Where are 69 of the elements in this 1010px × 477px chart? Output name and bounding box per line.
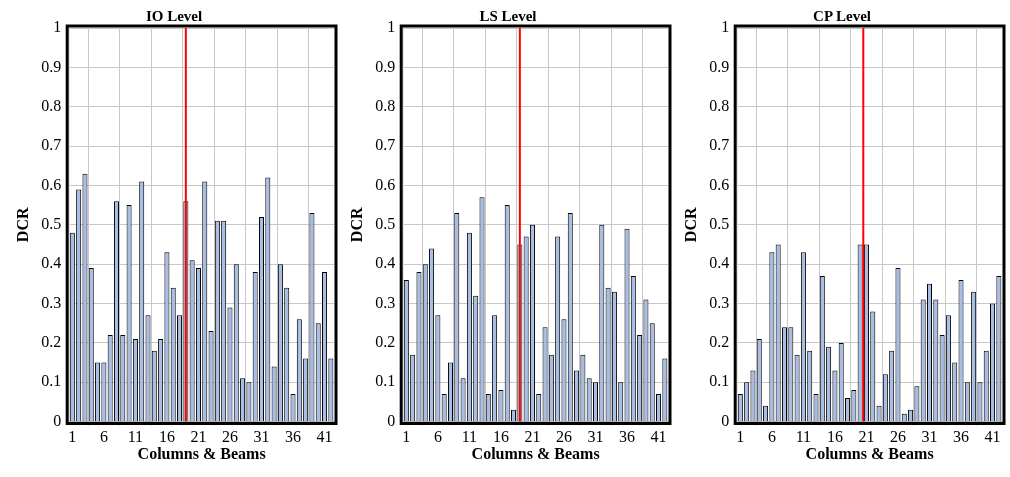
x-tick-label: 11 bbox=[795, 428, 812, 446]
y-tick-label: 0.1 bbox=[375, 372, 396, 390]
y-tick-label: 0.7 bbox=[41, 136, 62, 154]
y-tick-label: 0.5 bbox=[375, 215, 396, 232]
y-tick-label: 0.7 bbox=[709, 136, 730, 154]
y-tick-label: 0.1 bbox=[709, 372, 730, 390]
x-tick-label: 1 bbox=[68, 428, 77, 446]
y-axis-title: DCR bbox=[347, 207, 365, 243]
x-tick-label: 31 bbox=[253, 428, 270, 446]
x-tick-label: 41 bbox=[650, 428, 667, 446]
x-tick-label: 26 bbox=[889, 428, 906, 446]
x-tick-label: 21 bbox=[524, 428, 541, 446]
x-tick-label: 6 bbox=[767, 428, 776, 446]
x-tick-label: 41 bbox=[984, 428, 1001, 446]
y-tick-label: 0.9 bbox=[375, 57, 396, 75]
x-tick-label: 6 bbox=[99, 428, 108, 446]
x-axis-title: Columns & Beams bbox=[805, 444, 934, 462]
chart-title: IO Level bbox=[145, 7, 203, 24]
y-tick-label: 0 bbox=[387, 411, 396, 429]
x-tick-label: 21 bbox=[858, 428, 875, 446]
chart-title: LS Level bbox=[479, 7, 537, 24]
y-tick-label: 0.2 bbox=[709, 333, 730, 351]
x-axis-title: Columns & Beams bbox=[471, 444, 600, 462]
x-tick-label: 11 bbox=[461, 428, 478, 446]
y-tick-label: 0.8 bbox=[375, 96, 396, 114]
x-tick-label: 21 bbox=[190, 428, 207, 446]
y-tick-label: 0.4 bbox=[375, 254, 396, 272]
y-axis-title: DCR bbox=[681, 207, 699, 243]
y-tick-label: 0 bbox=[721, 411, 730, 429]
x-tick-label: 36 bbox=[953, 428, 970, 446]
x-tick-label: 31 bbox=[921, 428, 938, 446]
x-tick-label: 16 bbox=[492, 428, 509, 446]
x-tick-label: 16 bbox=[158, 428, 175, 446]
x-tick-label: 1 bbox=[736, 428, 745, 446]
y-tick-label: 1 bbox=[387, 18, 396, 36]
y-tick-label: 0.6 bbox=[41, 175, 62, 193]
chart-title: CP Level bbox=[813, 7, 871, 24]
y-tick-label: 0.6 bbox=[375, 175, 396, 193]
x-axis-title: Columns & Beams bbox=[137, 444, 266, 462]
y-tick-label: 0.9 bbox=[41, 57, 62, 75]
y-axis-title: DCR bbox=[13, 207, 31, 243]
x-tick-label: 31 bbox=[587, 428, 604, 446]
y-tick-label: 0.9 bbox=[709, 57, 730, 75]
y-tick-label: 0.5 bbox=[709, 215, 730, 232]
y-tick-label: 0 bbox=[53, 411, 62, 429]
y-tick-label: 0.2 bbox=[41, 333, 62, 351]
y-tick-label: 0.7 bbox=[375, 136, 396, 154]
x-tick-label: 11 bbox=[127, 428, 144, 446]
y-tick-label: 0.4 bbox=[41, 254, 62, 272]
y-tick-label: 1 bbox=[721, 18, 730, 36]
x-tick-label: 26 bbox=[221, 428, 238, 446]
y-tick-label: 1 bbox=[53, 18, 62, 36]
x-tick-label: 26 bbox=[555, 428, 572, 446]
x-tick-label: 16 bbox=[826, 428, 843, 446]
y-tick-label: 0.1 bbox=[41, 372, 62, 390]
x-tick-label: 36 bbox=[285, 428, 302, 446]
x-tick-label: 1 bbox=[402, 428, 411, 446]
y-tick-label: 0.4 bbox=[709, 254, 730, 272]
x-tick-label: 41 bbox=[316, 428, 333, 446]
y-tick-label: 0.3 bbox=[41, 293, 62, 311]
y-tick-label: 0.3 bbox=[709, 293, 730, 311]
y-tick-label: 0.6 bbox=[709, 175, 730, 193]
y-tick-label: 0.5 bbox=[41, 215, 62, 232]
x-tick-label: 6 bbox=[433, 428, 442, 446]
x-tick-label: 36 bbox=[619, 428, 636, 446]
y-tick-label: 0.8 bbox=[41, 96, 62, 114]
y-tick-label: 0.2 bbox=[375, 333, 396, 351]
y-tick-label: 0.8 bbox=[709, 96, 730, 114]
y-tick-label: 0.3 bbox=[375, 293, 396, 311]
